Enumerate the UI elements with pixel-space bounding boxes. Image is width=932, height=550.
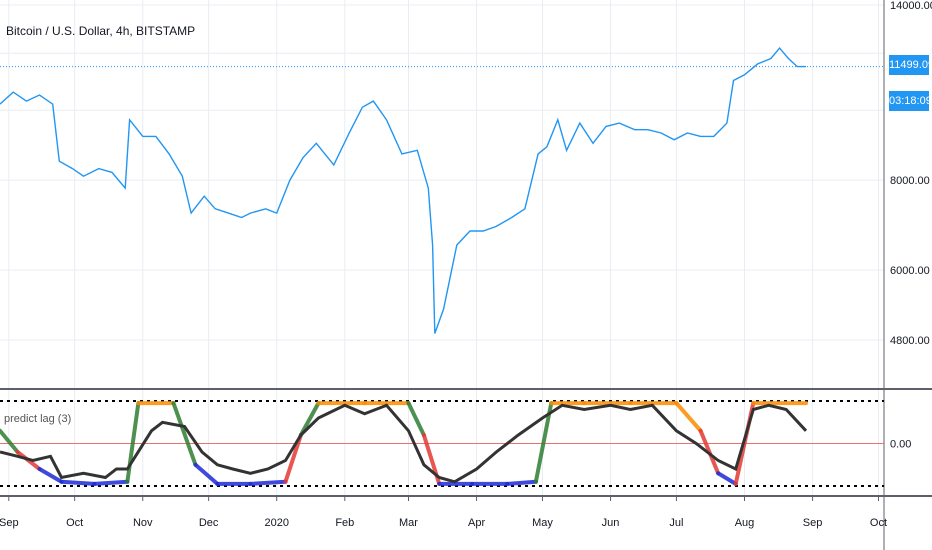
oscillator-segment [92, 479, 130, 486]
oscillator-segment [533, 401, 554, 484]
oscillator-segment [171, 401, 198, 467]
price-axis[interactable]: 14000.00 8000.00 6000.00 4800.00 0.00 [890, 0, 932, 451]
indicator-pane [0, 400, 884, 487]
time-axis-tick: Apr [468, 517, 485, 529]
chart-title: Bitcoin / U.S. Dollar, 4h, BITSTAMP [6, 24, 196, 38]
time-axis-tick: Jun [602, 517, 620, 529]
oscillator-segment [248, 479, 288, 486]
time-axis-tick: Nov [133, 517, 153, 529]
indicator-label: predict lag (3) [4, 413, 72, 425]
oscillator-segment [37, 467, 64, 484]
oscillator-segment [283, 433, 303, 484]
time-axis-tick: Sep [803, 517, 823, 529]
countdown-tag: 03:18:09 [889, 91, 932, 111]
price-axis-tick: 4800.00 [890, 335, 930, 347]
time-axis-tick: Oct [66, 517, 83, 529]
oscillator-segment [406, 401, 426, 437]
time-axis-tick: Jul [669, 517, 683, 529]
oscillator-segment [193, 462, 220, 486]
indicator-axis-tick: 0.00 [890, 439, 911, 451]
oscillator-segment [505, 479, 538, 486]
grid-lines [0, 0, 884, 496]
price-axis-tick: 14000.00 [890, 0, 932, 12]
oscillator-segment [716, 471, 738, 486]
time-axis-tick: Sep [0, 517, 19, 529]
time-axis-tick: Oct [870, 517, 887, 529]
time-axis-tick: Dec [199, 517, 219, 529]
time-axis-tick: Feb [335, 517, 354, 529]
time-axis-tick: Mar [399, 517, 418, 529]
oscillator-segment [0, 428, 20, 454]
price-axis-tick: 8000.00 [890, 175, 930, 187]
time-axis[interactable]: Sep Oct Nov Dec 2020 Feb Mar Apr May Jun Jul Aug Sep… [0, 496, 887, 529]
oscillator-segment [674, 401, 703, 433]
time-axis-tick: May [532, 517, 553, 529]
price-axis-tick: 6000.00 [890, 265, 930, 277]
oscillator-segment [59, 479, 97, 486]
current-price-tag: 11499.09 [889, 55, 932, 75]
time-axis-tick: Aug [735, 517, 755, 529]
oscillator-segment [125, 401, 141, 484]
price-series-line [0, 47, 806, 334]
oscillator-main-line [0, 403, 808, 484]
oscillator-segment [298, 401, 321, 437]
time-axis-tick: 2020 [264, 517, 288, 529]
